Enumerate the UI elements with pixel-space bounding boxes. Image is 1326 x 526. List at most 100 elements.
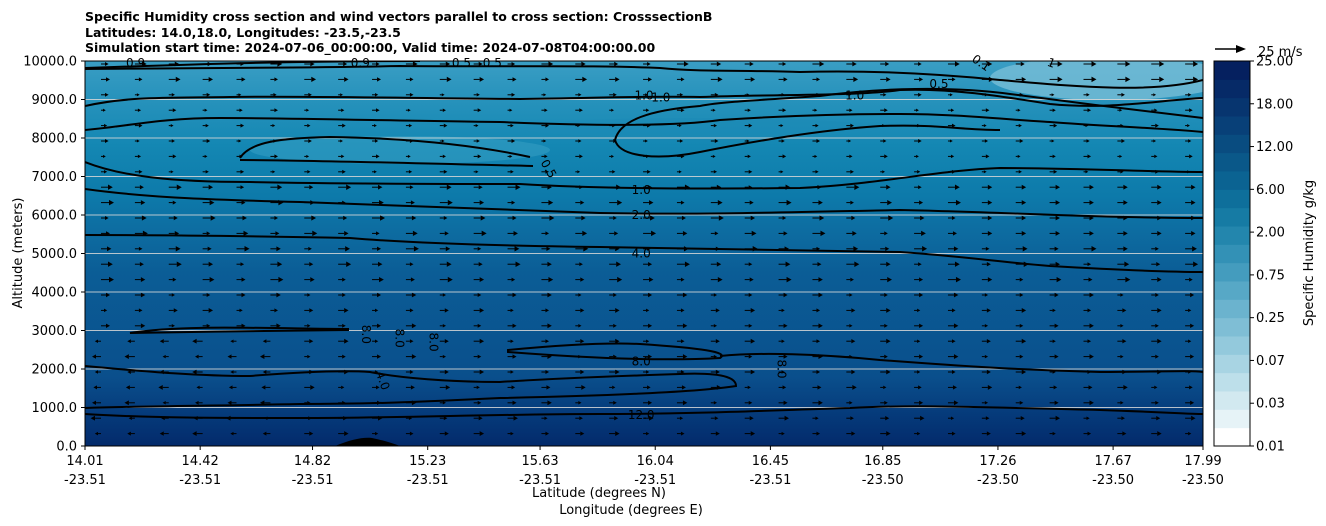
wind-vector-head bbox=[986, 369, 991, 375]
wind-vector-head bbox=[781, 339, 785, 343]
contour-label: 1.0 bbox=[845, 89, 864, 103]
wind-vector-head bbox=[1052, 339, 1056, 343]
contour-label: 2.0 bbox=[632, 208, 651, 222]
x-tick-label-lat: 16.85 bbox=[864, 454, 901, 469]
wind-vector-head bbox=[782, 62, 787, 66]
wind-vector-head bbox=[173, 308, 178, 313]
contour-line bbox=[85, 405, 1203, 420]
contour-label-group: 8.0 bbox=[775, 359, 789, 378]
contour-lines bbox=[85, 61, 1203, 420]
wind-vector-head bbox=[206, 323, 211, 328]
wind-vector-head bbox=[918, 62, 922, 66]
wind-vector-head bbox=[172, 108, 177, 113]
wind-vector-head bbox=[543, 93, 547, 97]
terrain bbox=[335, 437, 400, 446]
wind-vector-head bbox=[816, 370, 821, 374]
wind-vector-head bbox=[277, 261, 283, 267]
wind-vector-head bbox=[1156, 416, 1161, 421]
wind-vector-head bbox=[476, 93, 480, 97]
wind-vector-head bbox=[514, 246, 520, 252]
wind-vector-head bbox=[259, 400, 265, 406]
wind-vector-head bbox=[953, 354, 959, 360]
wind-vector-head bbox=[409, 339, 414, 344]
wind-vector-head bbox=[208, 184, 214, 190]
wind-vector-head bbox=[883, 139, 887, 143]
colorbar-segment bbox=[1214, 226, 1250, 245]
wind-vector-head bbox=[1154, 108, 1158, 112]
wind-vector-head bbox=[342, 354, 346, 359]
wind-vector-head bbox=[985, 154, 990, 159]
wind-vector-head bbox=[849, 354, 853, 359]
wind-vector-head bbox=[447, 199, 453, 206]
wind-vector-head bbox=[613, 92, 617, 97]
y-tick-label: 0.0 bbox=[56, 440, 77, 455]
wind-vector-head bbox=[816, 308, 821, 313]
wind-vector-head bbox=[1157, 277, 1162, 283]
wind-vector-head bbox=[886, 431, 891, 437]
wind-vector-head bbox=[442, 401, 446, 405]
wind-vector-head bbox=[986, 262, 991, 267]
wind-vector-head bbox=[478, 185, 483, 190]
wind-vector-head bbox=[443, 169, 448, 174]
wind-vector-head bbox=[208, 307, 214, 313]
wind-vector-head bbox=[983, 124, 987, 128]
wind-vector-head bbox=[243, 230, 249, 237]
wind-vector-head bbox=[850, 416, 854, 421]
wind-vector-head bbox=[1056, 276, 1062, 283]
wind-vector-head bbox=[1193, 261, 1199, 267]
wind-vector-head bbox=[955, 199, 961, 206]
wind-vector-head bbox=[1190, 292, 1195, 298]
wind-vector-head bbox=[580, 200, 585, 205]
wind-vector-head bbox=[238, 139, 242, 143]
y-tick-label: 4000.0 bbox=[32, 286, 78, 301]
wind-vector-head bbox=[613, 323, 617, 328]
y-tick-label: 5000.0 bbox=[32, 247, 78, 262]
wind-vector-head bbox=[919, 200, 924, 205]
wind-vector-head bbox=[784, 246, 789, 252]
wind-vector-head bbox=[170, 124, 174, 128]
wind-vector-head bbox=[1155, 123, 1159, 128]
contour-label: 1.0 bbox=[632, 183, 651, 197]
wind-vector-head bbox=[919, 354, 924, 359]
wind-vector-head bbox=[1123, 230, 1128, 236]
wind-vector-head bbox=[240, 169, 245, 174]
wind-vector-head bbox=[309, 308, 314, 313]
wind-vector-head bbox=[1155, 400, 1159, 405]
wind-vector-head bbox=[648, 292, 653, 298]
wind-vector-head bbox=[548, 199, 554, 206]
x-tick-label-lon: -23.50 bbox=[1182, 473, 1224, 488]
wind-vector-head bbox=[646, 339, 650, 343]
wind-vector-head bbox=[748, 354, 753, 359]
wind-vector-head bbox=[139, 262, 144, 267]
wind-vector-head bbox=[886, 184, 891, 190]
x-tick-label-lat: 17.26 bbox=[979, 454, 1016, 469]
wind-vector-head bbox=[616, 184, 621, 190]
wind-vector-head bbox=[884, 323, 888, 328]
wind-vector-head bbox=[579, 185, 583, 190]
wind-vector-head bbox=[615, 369, 620, 375]
wind-vector-head bbox=[782, 216, 787, 220]
wind-vector-head bbox=[815, 123, 819, 128]
colorbar-segment bbox=[1214, 207, 1250, 227]
wind-vector-head bbox=[781, 139, 785, 143]
wind-vector-head bbox=[684, 261, 690, 267]
colorbar-label: Specific Humidity g/kg bbox=[1302, 180, 1317, 326]
wind-vector-head bbox=[342, 323, 346, 328]
wind-vector-head bbox=[444, 231, 449, 236]
wind-vector-head bbox=[1120, 324, 1124, 328]
wind-vector-head bbox=[307, 354, 311, 359]
wind-vector-head bbox=[479, 338, 485, 344]
wind-vector-head bbox=[613, 293, 617, 297]
contour-label-group: 4.0 bbox=[373, 369, 393, 392]
wind-vector-head bbox=[445, 61, 451, 67]
wind-vector-head bbox=[854, 261, 860, 267]
wind-vector-head bbox=[716, 184, 722, 190]
colorbar-tick-label: 0.07 bbox=[1256, 354, 1285, 369]
contour-label-group: 1 bbox=[1045, 55, 1057, 71]
wind-vector-head bbox=[409, 139, 414, 143]
wind-vector-head bbox=[953, 400, 959, 406]
wind-vector-head bbox=[1019, 277, 1024, 282]
wind-vector-head bbox=[136, 93, 140, 97]
wind-vector-head bbox=[1120, 354, 1124, 359]
wind-vector-head bbox=[376, 62, 380, 66]
